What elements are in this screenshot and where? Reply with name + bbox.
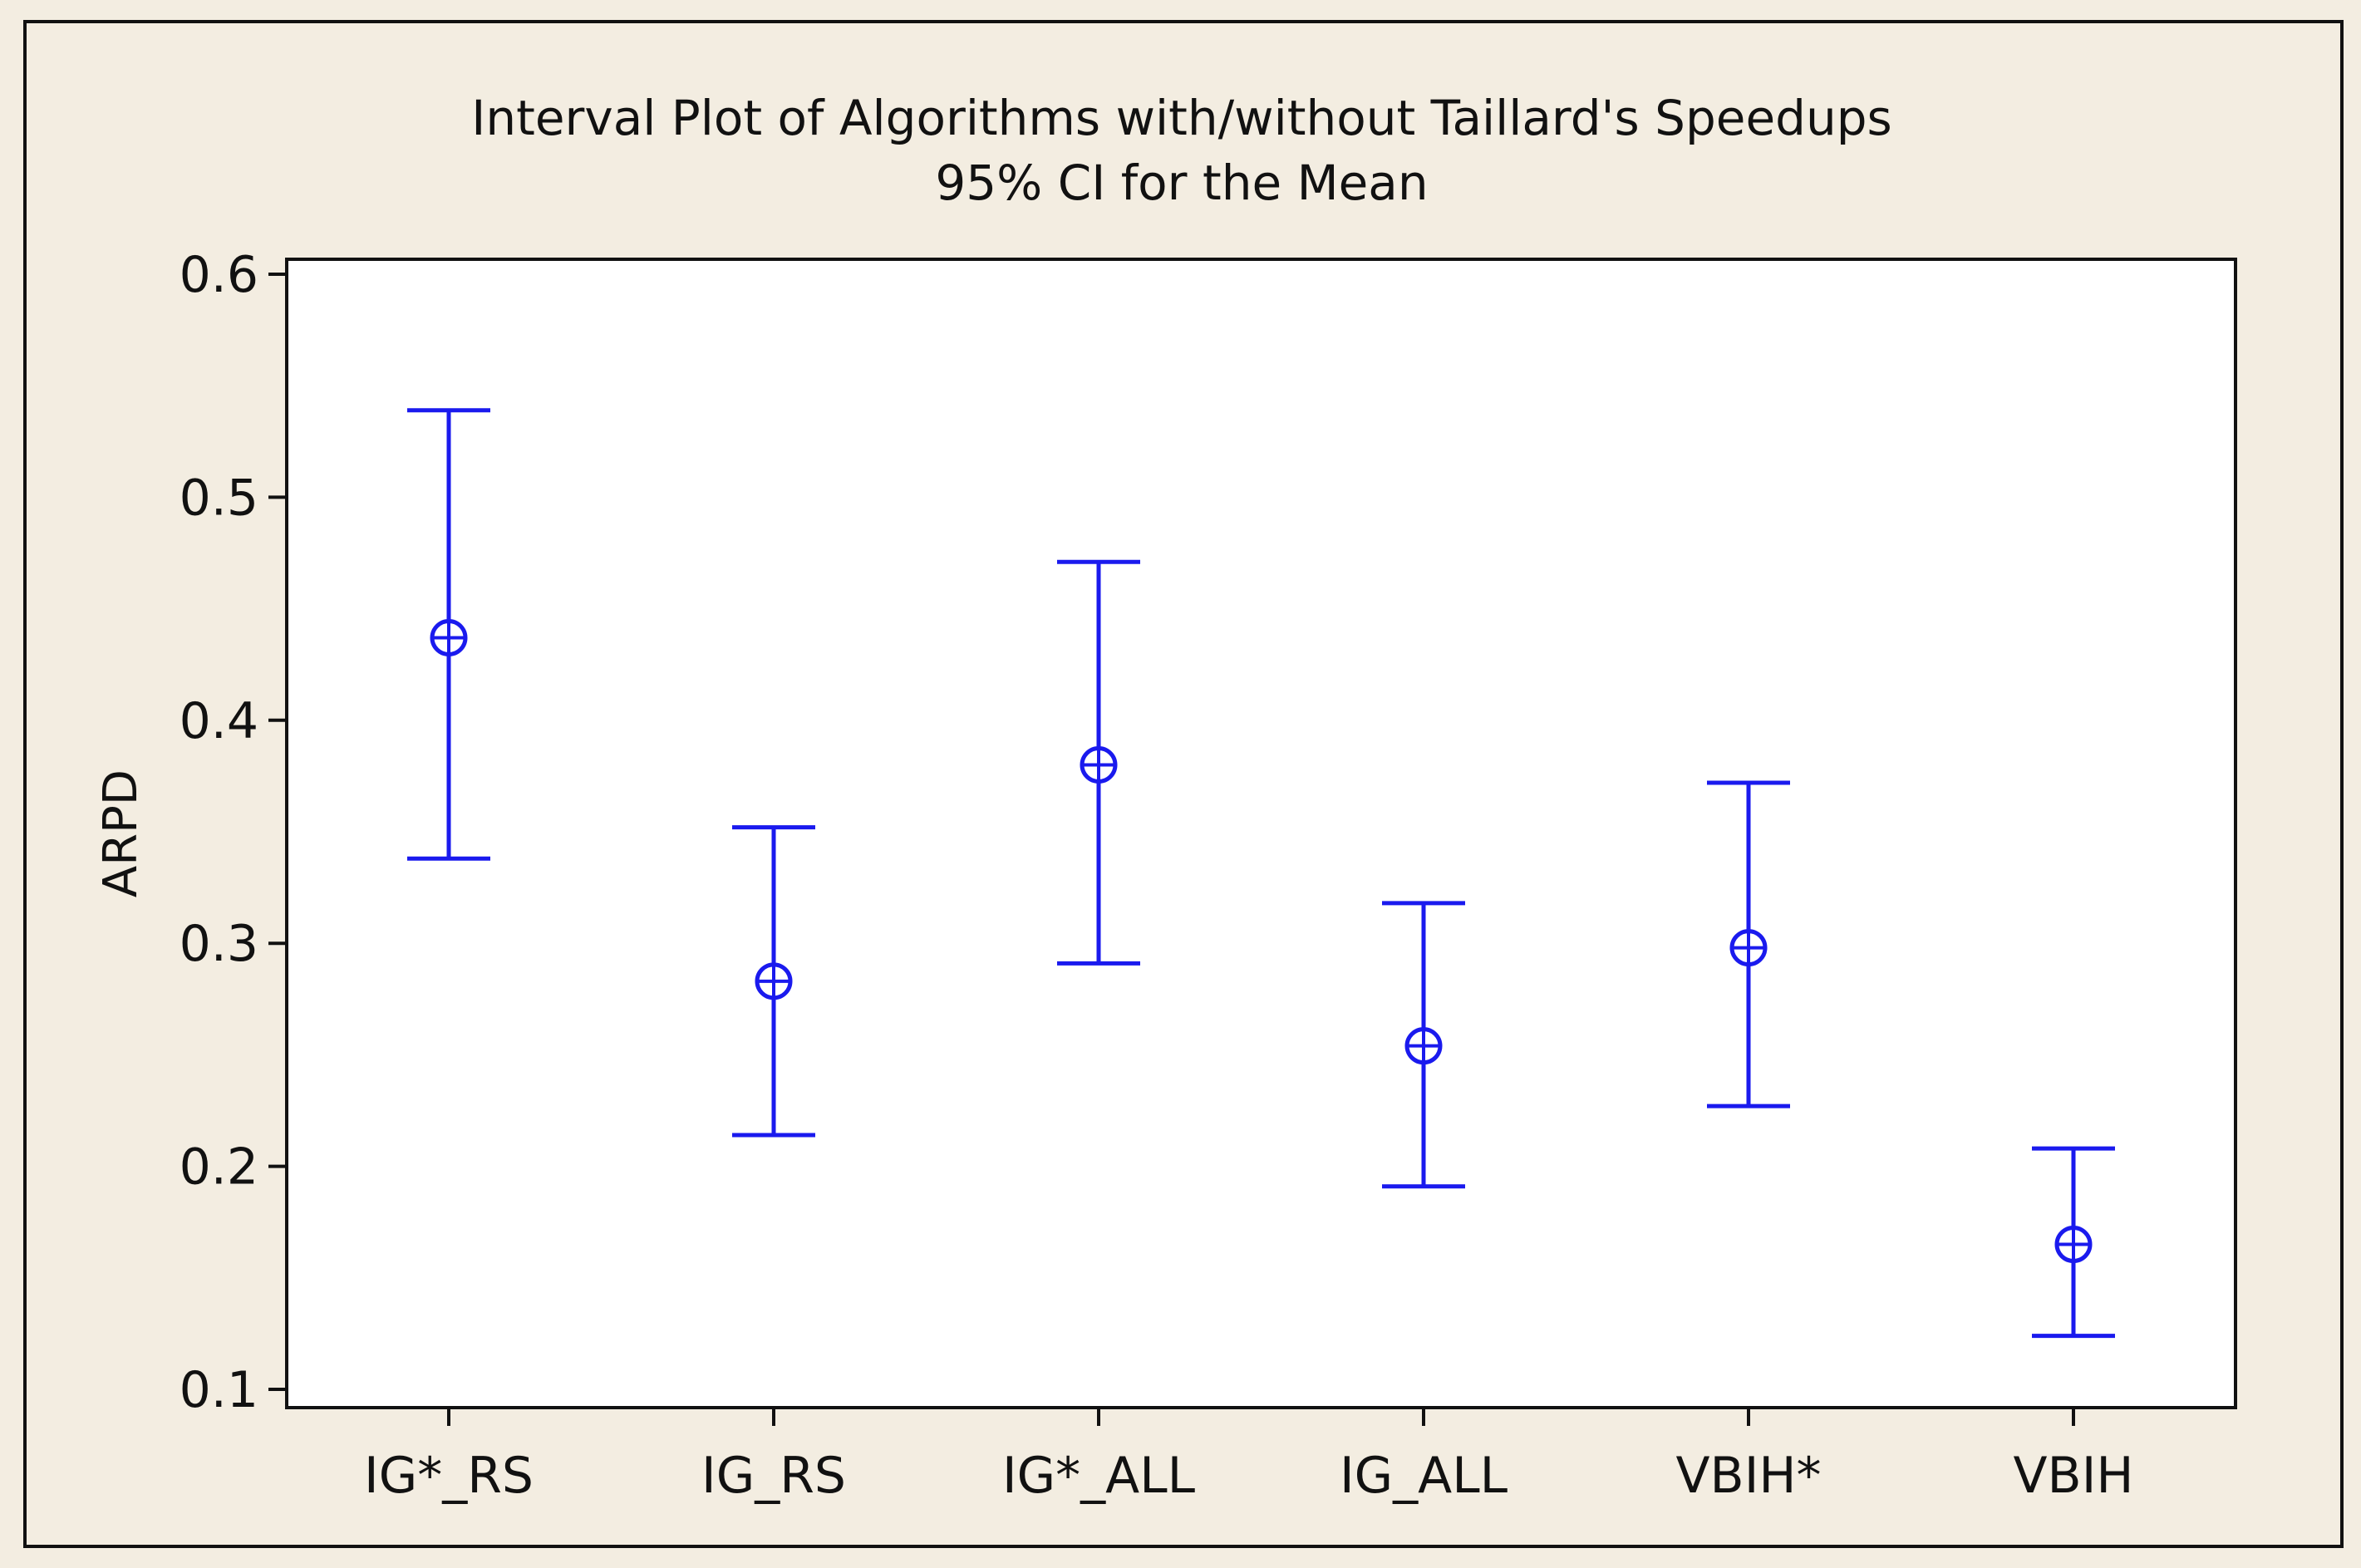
x-tick-label: IG_RS [701,1447,846,1505]
interval-series [407,408,2115,1339]
y-tick-label: 0.5 [180,469,258,527]
chart-title: Interval Plot of Algorithms with/without… [471,90,1892,146]
y-tick-label: 0.4 [180,692,258,750]
interval-vbih- [1707,780,1790,1108]
y-tick-label: 0.6 [180,246,258,304]
chart-subtitle: 95% CI for the Mean [935,155,1428,211]
x-tick-label: IG*_RS [364,1447,534,1505]
y-tick-label: 0.3 [180,915,258,973]
interval-ig-all [1382,901,1465,1189]
x-tick-label: IG*_ALL [1002,1447,1196,1505]
figure-border [23,20,2344,1548]
interval-vbih [2032,1146,2115,1339]
y-tick-label: 0.1 [180,1361,258,1419]
y-axis-label: ARPD [94,769,148,897]
interval-ig-all [1057,559,1140,966]
x-tick-label: VBIH [2013,1447,2133,1505]
x-tick-label: IG_ALL [1340,1447,1508,1505]
y-tick-label: 0.2 [180,1138,258,1197]
x-tick-label: VBIH* [1675,1447,1821,1505]
interval-ig-rs [732,825,815,1138]
interval-ig-rs [407,408,490,861]
plot-area [285,258,2237,1409]
x-axis-ticks: IG*_RS IG_RS IG*_ALL IG_ALL VBIH* VBIH [364,1408,2134,1505]
y-axis-ticks: 0.1 0.2 0.3 0.4 0.5 0.6 [180,246,287,1419]
